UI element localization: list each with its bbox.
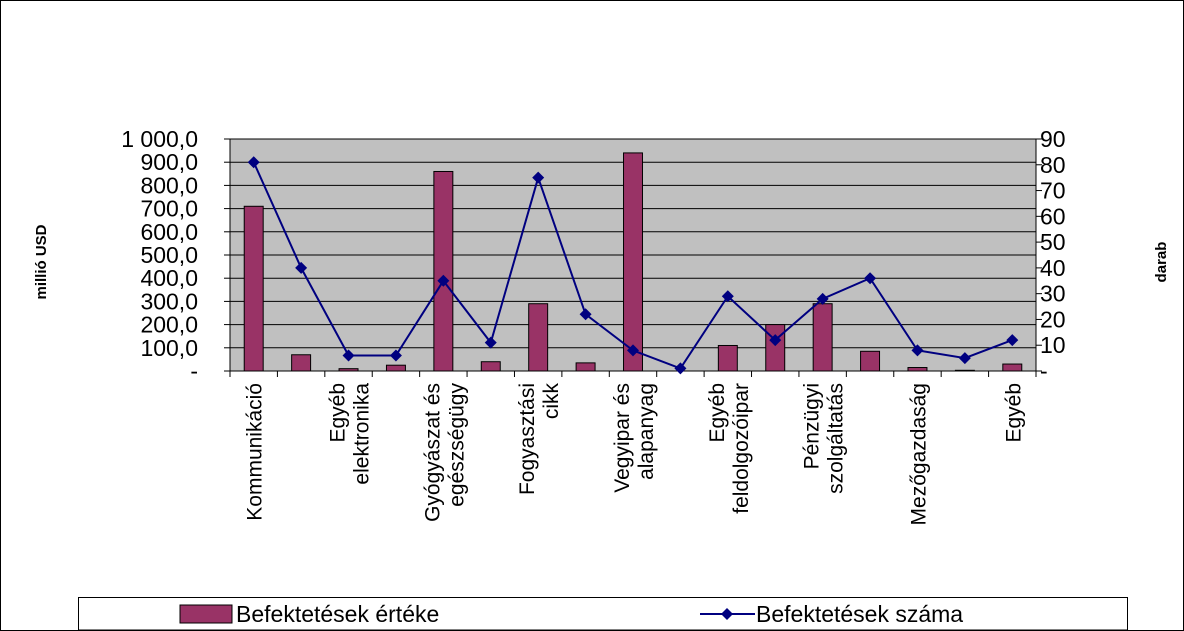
bar — [907, 367, 928, 372]
line-marker — [958, 352, 971, 365]
bar — [1002, 363, 1023, 372]
x-tick-label: Egyébfeldolgozóipar — [706, 383, 753, 514]
bar — [528, 303, 549, 372]
y2-tick-label: 10 — [1040, 332, 1066, 358]
line-marker — [247, 156, 260, 169]
line-marker — [816, 292, 829, 305]
bar — [954, 369, 975, 372]
y2-tick-label: 70 — [1040, 178, 1066, 204]
line-marker — [864, 272, 877, 285]
x-tick-label: Gyógyászat ésegészségügy — [421, 383, 468, 522]
x-tick-label: Egyéb — [1002, 383, 1025, 443]
x-tick-label: Pénzügyiszolgáltatás — [801, 383, 848, 494]
y2-tick-label: 60 — [1040, 203, 1066, 229]
bar — [812, 303, 833, 372]
x-tick-label: Kommunikáció — [244, 383, 267, 521]
bar — [243, 205, 264, 372]
y-tick-label: - — [190, 358, 198, 384]
x-tick-label: Egyébelektronika — [327, 383, 374, 485]
y-tick-label: 800,0 — [140, 172, 198, 198]
line-marker — [484, 336, 497, 349]
y2-axis-title: darab — [1153, 242, 1170, 283]
line-marker — [342, 349, 355, 362]
x-tick-label: Mezőgazdaság — [907, 383, 930, 525]
line-marker — [437, 274, 450, 287]
y2-tick-label: 40 — [1040, 255, 1066, 281]
y2-tick-label: 90 — [1040, 126, 1066, 152]
legend-swatch — [179, 604, 233, 624]
legend-box — [78, 597, 1128, 631]
y2-tick-label: 30 — [1040, 281, 1066, 307]
bar — [338, 368, 359, 372]
legend-marker — [721, 608, 733, 620]
y-tick-label: 1 000,0 — [121, 126, 198, 152]
bar — [717, 344, 738, 372]
bar — [575, 362, 596, 372]
line-marker — [911, 344, 924, 357]
y-tick-label: 500,0 — [140, 242, 198, 268]
bar — [480, 361, 501, 372]
line-marker — [721, 290, 734, 303]
bar — [433, 170, 454, 372]
y-tick-label: 700,0 — [140, 196, 198, 222]
y2-tick-label: 20 — [1040, 306, 1066, 332]
y-axis-title: millió USD — [33, 224, 50, 299]
y-tick-label: 300,0 — [140, 288, 198, 314]
line-marker — [389, 349, 402, 362]
line-marker — [532, 171, 545, 184]
line-marker — [1006, 334, 1019, 347]
line-marker — [674, 362, 687, 375]
y-tick-label: 100,0 — [140, 335, 198, 361]
bar — [385, 364, 406, 372]
bar — [291, 354, 312, 372]
line-marker — [627, 344, 639, 357]
line-marker — [769, 334, 782, 347]
y-tick-label: 600,0 — [140, 219, 198, 245]
y-tick-label: 900,0 — [140, 149, 198, 175]
legend-label: Befektetések értéke — [236, 601, 439, 627]
y-tick-label: 400,0 — [140, 265, 198, 291]
bar — [623, 152, 643, 372]
bar — [860, 350, 881, 372]
y-tick-label: 200,0 — [140, 312, 198, 338]
y2-tick-label: - — [1040, 358, 1048, 384]
y2-tick-label: 80 — [1040, 152, 1066, 178]
x-tick-label: Vegyipar ésalapanyag — [611, 383, 658, 493]
y2-tick-label: 50 — [1040, 229, 1066, 255]
x-tick-label: Fogyasztásicikk — [516, 383, 563, 496]
legend-label: Befektetések száma — [756, 601, 963, 627]
bar — [765, 324, 786, 372]
line-marker — [579, 308, 592, 321]
line-marker — [295, 261, 308, 274]
